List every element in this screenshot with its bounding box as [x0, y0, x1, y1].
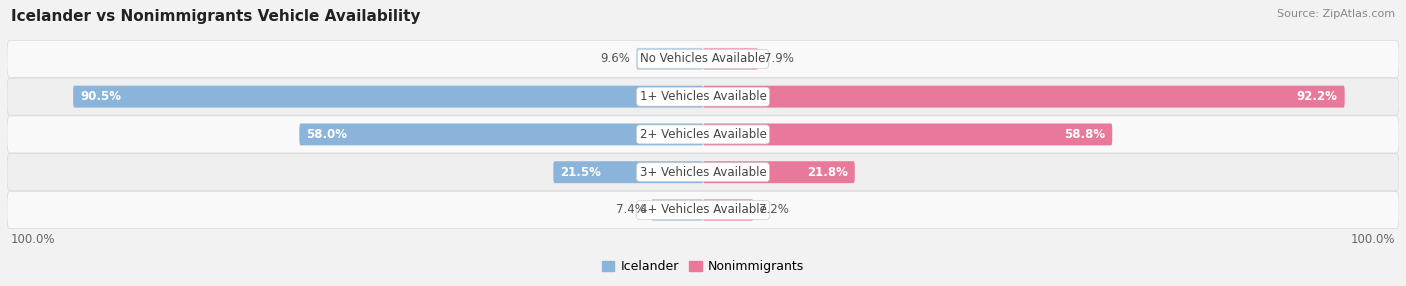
Legend: Icelander, Nonimmigrants: Icelander, Nonimmigrants: [598, 255, 808, 278]
Text: Source: ZipAtlas.com: Source: ZipAtlas.com: [1277, 9, 1395, 19]
Text: No Vehicles Available: No Vehicles Available: [640, 52, 766, 65]
FancyBboxPatch shape: [554, 161, 703, 183]
Text: 3+ Vehicles Available: 3+ Vehicles Available: [640, 166, 766, 179]
Text: 4+ Vehicles Available: 4+ Vehicles Available: [640, 203, 766, 217]
FancyBboxPatch shape: [73, 86, 703, 108]
FancyBboxPatch shape: [703, 124, 1112, 145]
Text: 9.6%: 9.6%: [600, 52, 631, 65]
FancyBboxPatch shape: [651, 199, 703, 221]
Text: 2+ Vehicles Available: 2+ Vehicles Available: [640, 128, 766, 141]
FancyBboxPatch shape: [703, 48, 758, 70]
FancyBboxPatch shape: [703, 199, 754, 221]
Text: 100.0%: 100.0%: [1351, 233, 1396, 246]
FancyBboxPatch shape: [7, 116, 1399, 153]
Text: 7.9%: 7.9%: [763, 52, 793, 65]
FancyBboxPatch shape: [7, 154, 1399, 191]
Text: 7.2%: 7.2%: [759, 203, 789, 217]
FancyBboxPatch shape: [703, 161, 855, 183]
FancyBboxPatch shape: [636, 48, 703, 70]
Text: 7.4%: 7.4%: [616, 203, 645, 217]
FancyBboxPatch shape: [7, 191, 1399, 229]
Text: 90.5%: 90.5%: [80, 90, 121, 103]
FancyBboxPatch shape: [7, 40, 1399, 78]
Text: 21.5%: 21.5%: [561, 166, 602, 179]
FancyBboxPatch shape: [703, 86, 1344, 108]
Text: Icelander vs Nonimmigrants Vehicle Availability: Icelander vs Nonimmigrants Vehicle Avail…: [11, 9, 420, 23]
Text: 21.8%: 21.8%: [807, 166, 848, 179]
Text: 100.0%: 100.0%: [10, 233, 55, 246]
Text: 58.0%: 58.0%: [307, 128, 347, 141]
Text: 58.8%: 58.8%: [1064, 128, 1105, 141]
Text: 1+ Vehicles Available: 1+ Vehicles Available: [640, 90, 766, 103]
Text: 92.2%: 92.2%: [1296, 90, 1337, 103]
FancyBboxPatch shape: [7, 78, 1399, 115]
FancyBboxPatch shape: [299, 124, 703, 145]
